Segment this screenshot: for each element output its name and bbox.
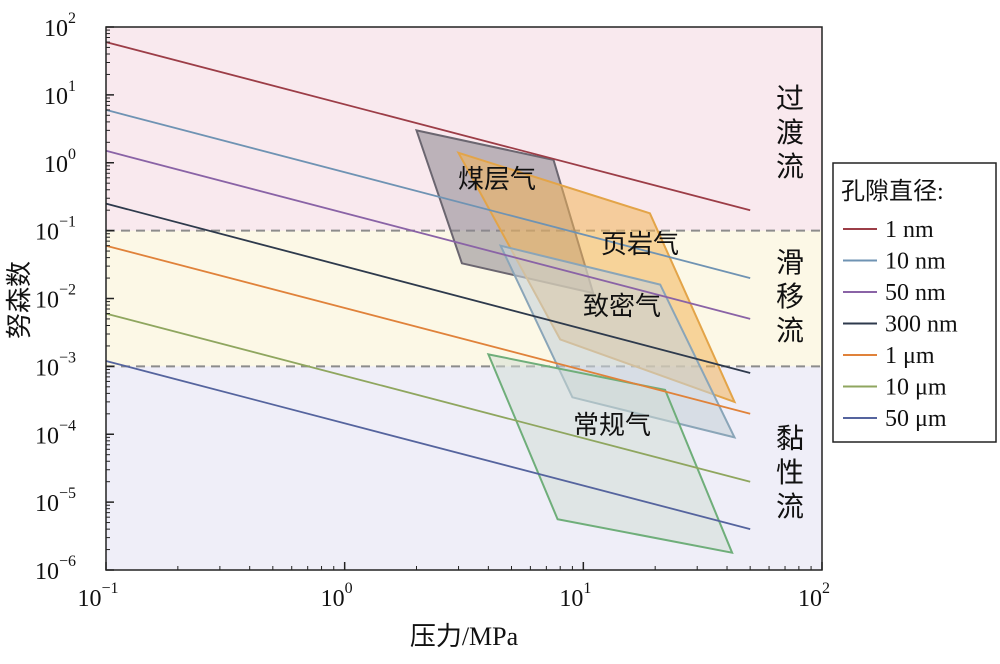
regime-label-1-char-0: 滑 bbox=[776, 248, 804, 279]
legend: 孔隙直径: 1 nm 10 nm 50 nm 300 nm 1 μm 10 μm 50 μm bbox=[832, 162, 997, 443]
y-tick-label-1: 101 bbox=[44, 78, 76, 110]
legend-label-0: 1 nm bbox=[885, 217, 934, 243]
y-axis-title: 努森数 bbox=[5, 261, 34, 339]
series-line-4 bbox=[105, 244, 751, 415]
x-tick-exponent-2: 1 bbox=[583, 580, 591, 597]
diameter-lines bbox=[105, 41, 751, 530]
series-line-0 bbox=[105, 41, 751, 212]
regime-label-0-char-1: 渡 bbox=[776, 117, 804, 149]
gas-region-3 bbox=[486, 353, 734, 555]
series-line-6 bbox=[105, 360, 751, 530]
gas-region-label-0: 煤层气 bbox=[458, 165, 536, 194]
y-tick-exponent-3: −1 bbox=[59, 214, 76, 231]
legend-label-5: 10 μm bbox=[885, 375, 947, 401]
series-line-5 bbox=[105, 312, 751, 483]
series-line-1 bbox=[105, 109, 751, 279]
legend-label-1: 10 nm bbox=[885, 249, 946, 275]
x-tick-exponent-3: 2 bbox=[822, 580, 830, 597]
y-tick-label-4: 10−2 bbox=[35, 282, 76, 314]
x-tick-exponent-1: 0 bbox=[345, 580, 353, 597]
gas-region-label-1: 页岩气 bbox=[601, 230, 679, 259]
legend-box bbox=[832, 162, 997, 443]
y-tick-label-0: 102 bbox=[44, 10, 76, 42]
series-line-3 bbox=[105, 202, 751, 374]
regime-label-2-char-2: 流 bbox=[776, 491, 804, 523]
y-tick-label-2: 100 bbox=[44, 146, 76, 178]
y-tick-exponent-4: −2 bbox=[59, 282, 76, 299]
regime-label-1-char-1: 移 bbox=[776, 281, 804, 313]
gas-region-2 bbox=[498, 244, 737, 439]
legend-label-6: 50 μm bbox=[885, 406, 947, 432]
regime-label-1-char-2: 流 bbox=[776, 315, 804, 347]
gas-regions bbox=[414, 129, 737, 555]
y-tick-exponent-2: 0 bbox=[68, 146, 76, 163]
series-line-2 bbox=[105, 149, 751, 320]
gas-region-label-3: 常规气 bbox=[573, 411, 651, 440]
regime-label-2-char-1: 性 bbox=[776, 457, 804, 489]
legend-label-3: 300 nm bbox=[885, 312, 958, 338]
y-tick-label-7: 10−5 bbox=[35, 485, 76, 517]
regime-label-2-char-0: 黏 bbox=[776, 423, 804, 455]
y-tick-exponent-6: −4 bbox=[59, 417, 76, 434]
y-tick-label-8: 10−6 bbox=[35, 553, 76, 585]
y-tick-exponent-0: 2 bbox=[68, 10, 76, 27]
x-tick-exponent-0: −1 bbox=[101, 580, 118, 597]
y-tick-label-6: 10−4 bbox=[35, 417, 76, 449]
y-tick-label-5: 10−3 bbox=[35, 349, 76, 381]
y-tick-exponent-8: −6 bbox=[59, 553, 76, 570]
legend-title: 孔隙直径: bbox=[841, 178, 944, 205]
y-tick-exponent-7: −5 bbox=[59, 485, 76, 502]
y-tick-label-3: 10−1 bbox=[35, 214, 76, 246]
y-tick-exponent-5: −3 bbox=[59, 349, 76, 366]
x-axis-title: 压力/MPa bbox=[410, 622, 519, 651]
x-tick-label-2: 101 bbox=[559, 580, 591, 612]
x-tick-label-3: 102 bbox=[798, 580, 830, 612]
regime-label-0-char-2: 流 bbox=[776, 151, 804, 183]
gas-region-label-2: 致密气 bbox=[583, 292, 661, 321]
legend-label-4: 1 μm bbox=[885, 343, 935, 369]
regime-label-0-char-0: 过 bbox=[776, 83, 804, 115]
x-tick-label-1: 100 bbox=[321, 580, 353, 612]
legend-label-2: 50 nm bbox=[885, 280, 946, 306]
x-tick-label-0: 10−1 bbox=[77, 580, 118, 612]
y-tick-exponent-1: 1 bbox=[68, 78, 76, 95]
